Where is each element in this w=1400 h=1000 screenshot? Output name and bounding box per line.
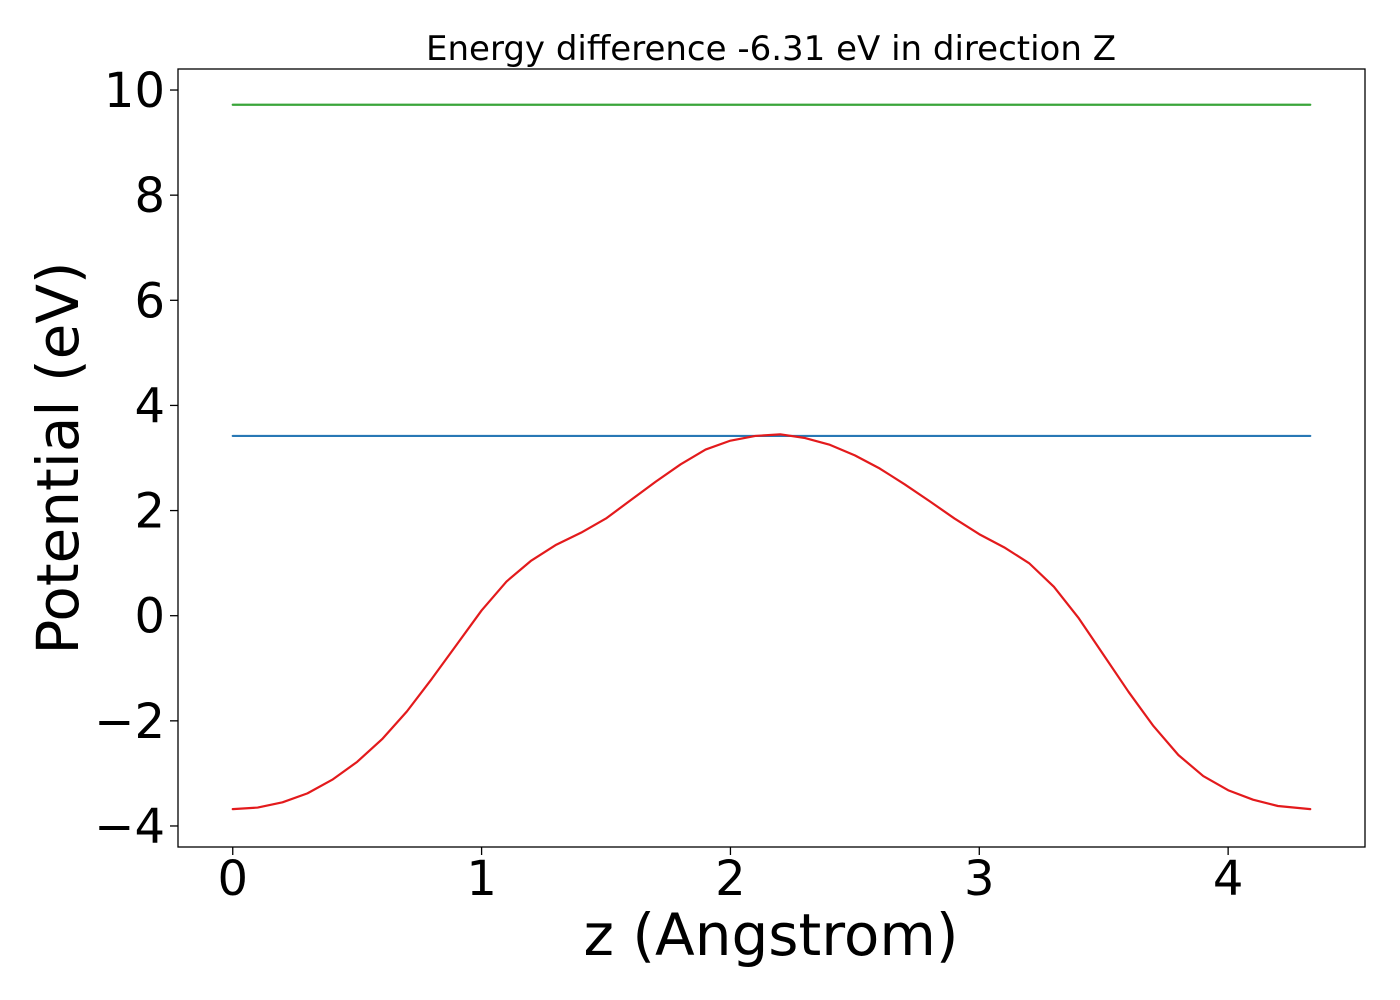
- x-axis-label: z (Angstrom): [584, 901, 959, 969]
- y-tick-label: 10: [104, 63, 165, 119]
- x-tick-label: 0: [217, 851, 248, 907]
- plot-area: [231, 103, 1312, 811]
- x-tick-label: 4: [1213, 851, 1244, 907]
- x-tick-label: 2: [715, 851, 746, 907]
- x-tick-label: 3: [964, 851, 995, 907]
- potential-curve: [231, 433, 1312, 811]
- chart-title: Energy difference -6.31 eV in direction …: [426, 29, 1116, 69]
- y-tick-label: −4: [94, 799, 165, 855]
- y-tick-label: 0: [134, 589, 165, 645]
- x-tick-label: 1: [466, 851, 497, 907]
- y-tick-label: −2: [94, 694, 165, 750]
- y-axis: −4 −2 0 2 4 6 8 10: [94, 63, 178, 855]
- y-axis-label: Potential (eV): [24, 261, 92, 654]
- y-tick-label: 2: [134, 484, 165, 540]
- y-tick-label: 4: [134, 378, 165, 434]
- y-tick-label: 6: [134, 273, 165, 329]
- y-tick-label: 8: [134, 168, 165, 224]
- axes-frame: [177, 68, 1366, 848]
- x-axis: 0 1 2 3 4: [217, 847, 1243, 907]
